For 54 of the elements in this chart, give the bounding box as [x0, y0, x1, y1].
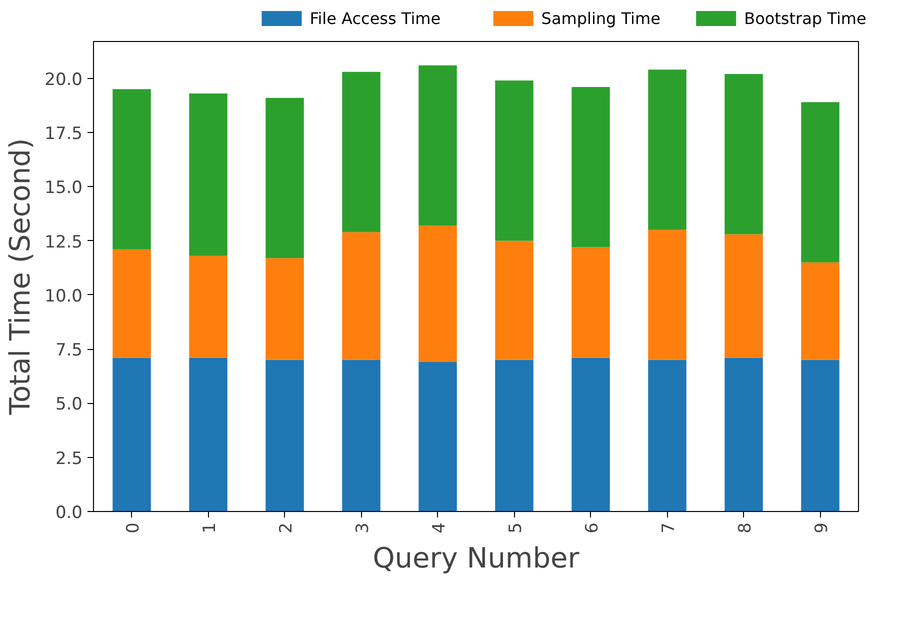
bar — [342, 232, 380, 360]
bar — [418, 362, 457, 512]
bar — [572, 86, 610, 248]
bar — [418, 65, 457, 226]
x-tick-label: 2 — [276, 522, 296, 534]
y-axis-title: Total Time (Second) — [4, 138, 37, 416]
bar — [495, 240, 534, 360]
bar — [189, 93, 228, 256]
x-tick-label: 8 — [735, 522, 756, 534]
y-tick-label: 7.5 — [55, 340, 83, 361]
y-tick-label: 17.5 — [44, 124, 83, 144]
bar — [189, 256, 228, 358]
legend-label: Sampling Time — [541, 9, 660, 28]
y-tick-label: 20.0 — [44, 70, 83, 90]
bar — [418, 226, 457, 362]
legend-label: File Access Time — [310, 9, 441, 28]
x-tick-label: 4 — [429, 522, 450, 534]
bar — [495, 360, 534, 512]
y-tick-label: 2.5 — [55, 448, 83, 469]
bar — [724, 74, 763, 234]
bar — [648, 360, 686, 512]
y-tick-label: 15.0 — [44, 178, 83, 198]
bar — [342, 360, 380, 512]
bar — [112, 358, 151, 512]
bar — [189, 358, 228, 512]
x-tick-label: 5 — [506, 522, 526, 534]
bar — [495, 80, 534, 241]
bar — [648, 70, 686, 230]
y-tick-label: 12.5 — [44, 232, 83, 252]
bar — [648, 230, 686, 360]
x-tick-label: 0 — [123, 522, 144, 534]
x-tick-label: 7 — [658, 522, 679, 534]
bar — [266, 258, 304, 360]
bar — [342, 72, 380, 232]
bar — [801, 262, 840, 360]
bar — [801, 360, 840, 512]
bar — [112, 89, 151, 250]
x-tick-label: 6 — [582, 522, 602, 534]
bar — [572, 358, 610, 512]
y-tick-label: 0.0 — [55, 503, 83, 523]
bar — [266, 98, 304, 258]
x-axis-title: Query Number — [372, 541, 580, 574]
x-tick-label: 3 — [352, 522, 373, 534]
x-tick-label: 9 — [812, 522, 832, 534]
x-tick-label: 1 — [200, 522, 220, 534]
bar — [724, 358, 763, 512]
bar — [266, 360, 304, 512]
bar — [801, 102, 840, 262]
bar — [724, 234, 763, 358]
bar — [572, 247, 610, 358]
legend-label: Bootstrap Time — [744, 9, 866, 28]
y-tick-label: 10.0 — [44, 286, 83, 306]
bar — [112, 249, 151, 358]
y-tick-label: 5.0 — [55, 394, 83, 415]
